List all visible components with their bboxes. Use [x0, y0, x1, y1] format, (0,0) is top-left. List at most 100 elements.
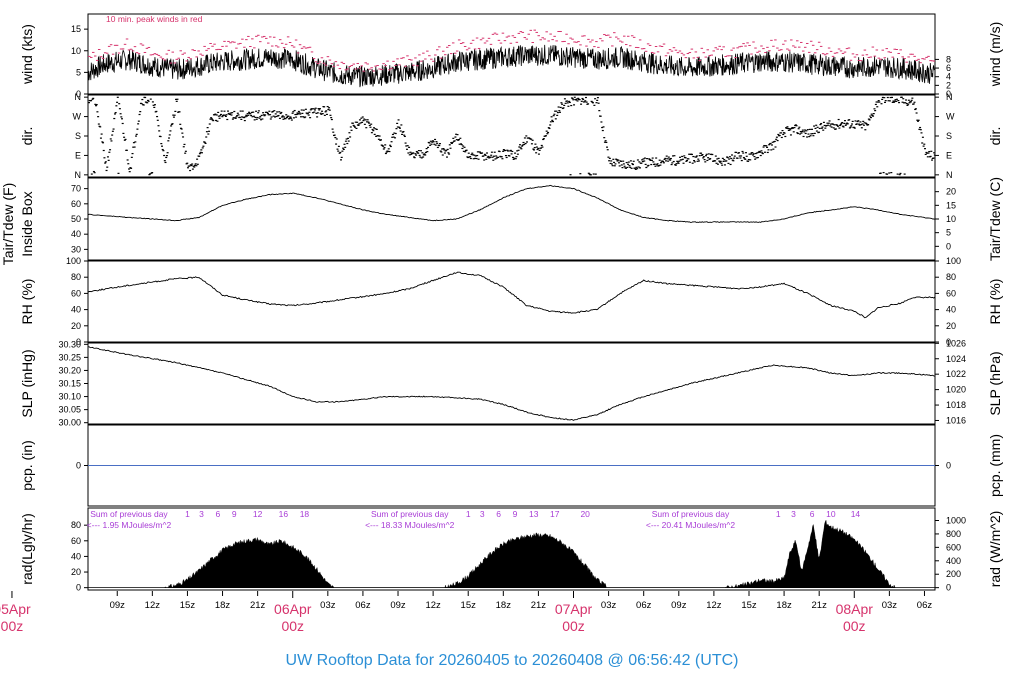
x-tick-label: 06z — [636, 600, 652, 611]
ylabel-right: dir. — [987, 127, 1003, 146]
left-tick-label: 80 — [71, 272, 81, 282]
panel-temp: 30 40 50 60 70 0 5 10 15 20 Tair/Tdew (F) Inside Bo… — [0, 177, 1003, 265]
ylabel-right: SLP (hPa) — [987, 351, 1003, 415]
right-tick-label: 400 — [946, 556, 961, 566]
left-tick-label: 30.10 — [58, 392, 81, 402]
x-tick-label: 09z — [671, 600, 687, 611]
x-tick-label: 18z — [496, 600, 512, 611]
right-tick-label: 0 — [946, 337, 951, 347]
solar-sum-label: Sum of previous day — [371, 509, 449, 519]
series-rh — [88, 271, 935, 319]
right-tick-label: N — [946, 170, 953, 180]
ylabel-right: wind (m/s) — [987, 22, 1003, 88]
left-tick-label: 60 — [71, 288, 81, 298]
panel-pcp: 0 0 pcp. (in) pcp. (mm) — [19, 424, 1003, 507]
solar-sum-value: <--- 1.95 MJoules/m^2 — [87, 520, 172, 530]
panel-frame-slp — [87, 342, 936, 425]
left-tick-label: 30.15 — [58, 379, 81, 389]
right-tick-label: 1018 — [946, 400, 966, 410]
right-tick-label: 0 — [946, 461, 951, 471]
left-tick-label: 50 — [71, 214, 81, 224]
x-tick-label: 03z — [882, 600, 898, 611]
right-tick-label: 5 — [946, 228, 951, 238]
right-tick-label: 200 — [946, 569, 961, 579]
left-tick-label: S — [75, 131, 81, 141]
x-tick-label: 21z — [531, 600, 547, 611]
left-tick-label: 40 — [71, 229, 81, 239]
x-tick-label: 06z — [917, 600, 933, 611]
solar-sum-label: Sum of previous day — [90, 509, 168, 519]
solar-hour-label: 10 — [826, 509, 836, 519]
date-label-hour: 00z — [562, 618, 585, 634]
ylabel-left: RH (%) — [19, 279, 35, 325]
solar-hour-label: 3 — [791, 509, 796, 519]
right-tick-label: W — [946, 112, 955, 122]
left-tick-label: 10 — [71, 46, 81, 56]
solar-hour-label: 9 — [232, 509, 237, 519]
right-tick-label: 800 — [946, 529, 961, 539]
panel-frame-dir — [87, 94, 936, 178]
x-tick-label: 09z — [390, 600, 406, 611]
date-label-day: 08Apr — [836, 601, 874, 617]
solar-hour-label: 16 — [279, 509, 289, 519]
left-tick-label: N — [75, 92, 82, 102]
ylabel-right: rad (W/m^2) — [987, 511, 1003, 588]
panel-frame-wind — [87, 13, 936, 95]
date-label-day: 07Apr — [555, 601, 593, 617]
x-tick-label: 12z — [706, 600, 722, 611]
date-label-hour: 00z — [1, 618, 24, 634]
solar-hour-label: 1 — [185, 509, 190, 519]
solar-hour-label: 1 — [466, 509, 471, 519]
right-tick-label: E — [946, 150, 952, 160]
date-label-hour: 00z — [281, 618, 304, 634]
plot-area-slp — [88, 346, 935, 421]
x-tick-label: 06z — [355, 600, 371, 611]
series-rad — [164, 519, 896, 589]
left-tick-label: 100 — [66, 256, 81, 266]
left-tick-label: 40 — [71, 551, 81, 561]
right-tick-label: 1000 — [946, 515, 966, 525]
solar-hour-label: 18 — [300, 509, 310, 519]
right-tick-label: 60 — [946, 288, 956, 298]
x-tick-label: 12z — [425, 600, 441, 611]
left-tick-label: 20 — [71, 567, 81, 577]
solar-hour-label: 3 — [199, 509, 204, 519]
ylabel-right: RH (%) — [987, 279, 1003, 325]
x-tick-label: 12z — [145, 600, 161, 611]
ylabel-left-2: Inside Box — [19, 191, 35, 256]
left-tick-label: 0 — [76, 583, 81, 593]
panel-frame-rh — [87, 260, 936, 343]
left-tick-label: W — [73, 112, 82, 122]
solar-hour-label: 20 — [580, 509, 590, 519]
plot-area-rad — [88, 519, 935, 589]
left-tick-label: 0 — [76, 89, 81, 99]
left-tick-label: 30.00 — [58, 418, 81, 428]
right-tick-label: 1022 — [946, 369, 966, 379]
x-tick-label: 09z — [110, 600, 126, 611]
left-tick-label: 5 — [76, 67, 81, 77]
right-tick-label: 0 — [946, 583, 951, 593]
series-direction — [88, 96, 935, 176]
left-tick-label: 80 — [71, 520, 81, 530]
ylabel-left: wind (kts) — [19, 24, 35, 85]
ylabel-right: Tair/Tdew (C) — [987, 177, 1003, 261]
right-tick-label: 1020 — [946, 385, 966, 395]
ylabel-left: dir. — [19, 127, 35, 146]
x-tick-label: 03z — [320, 600, 336, 611]
right-tick-label: N — [946, 92, 953, 102]
right-tick-label: 20 — [946, 321, 956, 331]
solar-sum-value: <--- 18.33 MJoules/m^2 — [365, 520, 455, 530]
series-peak — [88, 29, 935, 72]
right-tick-label: 100 — [946, 256, 961, 266]
solar-hour-label: 6 — [496, 509, 501, 519]
panel-frame-rad — [87, 507, 936, 591]
ylabel-left: Tair/Tdew (F) — [0, 183, 16, 265]
right-tick-label: 6 — [946, 63, 951, 73]
right-tick-label: 0 — [946, 89, 951, 99]
x-tick-label: 21z — [250, 600, 266, 611]
x-tick-label: 03z — [601, 600, 617, 611]
left-tick-label: 0 — [76, 461, 81, 471]
solar-hour-label: 6 — [215, 509, 220, 519]
